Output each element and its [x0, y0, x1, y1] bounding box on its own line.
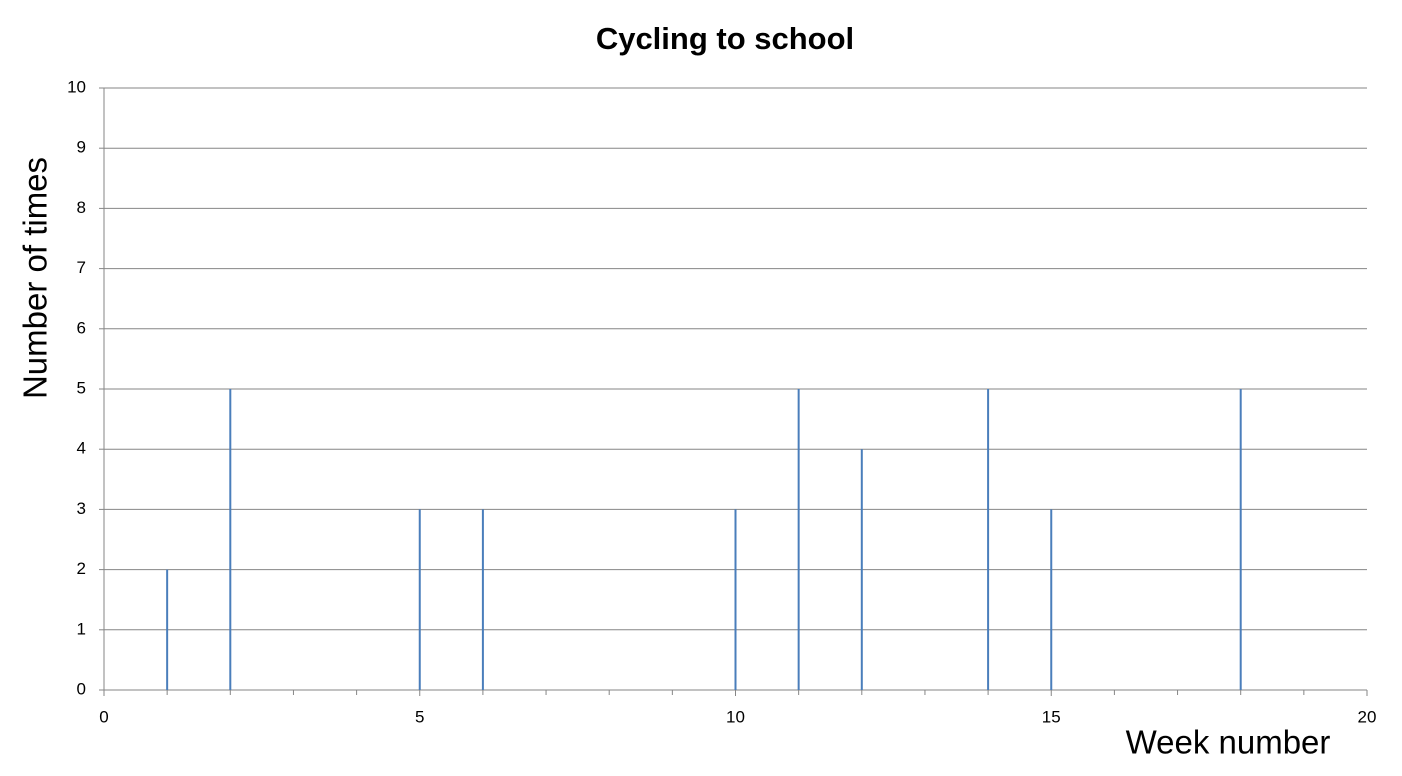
- x-tick-label: 15: [1042, 707, 1061, 726]
- x-tick-label: 20: [1358, 707, 1377, 726]
- y-tick-label: 7: [77, 258, 86, 277]
- x-axis-label: Week number: [1126, 724, 1331, 761]
- y-tick-label: 3: [77, 499, 86, 518]
- y-tick-label: 10: [67, 77, 86, 96]
- x-tick-label: 0: [99, 707, 108, 726]
- y-tick-label: 4: [77, 439, 86, 458]
- y-tick-label: 6: [77, 318, 86, 337]
- y-tick-label: 1: [77, 619, 86, 638]
- y-axis-label: Number of times: [17, 157, 54, 399]
- y-tick-label: 5: [77, 378, 86, 397]
- x-tick-label: 10: [726, 707, 745, 726]
- y-tick-label: 8: [77, 198, 86, 217]
- y-tick-label: 2: [77, 559, 86, 578]
- y-tick-label: 9: [77, 138, 86, 157]
- y-tick-label: 0: [77, 679, 86, 698]
- chart-title: Cycling to school: [596, 21, 854, 56]
- x-tick-label: 5: [415, 707, 424, 726]
